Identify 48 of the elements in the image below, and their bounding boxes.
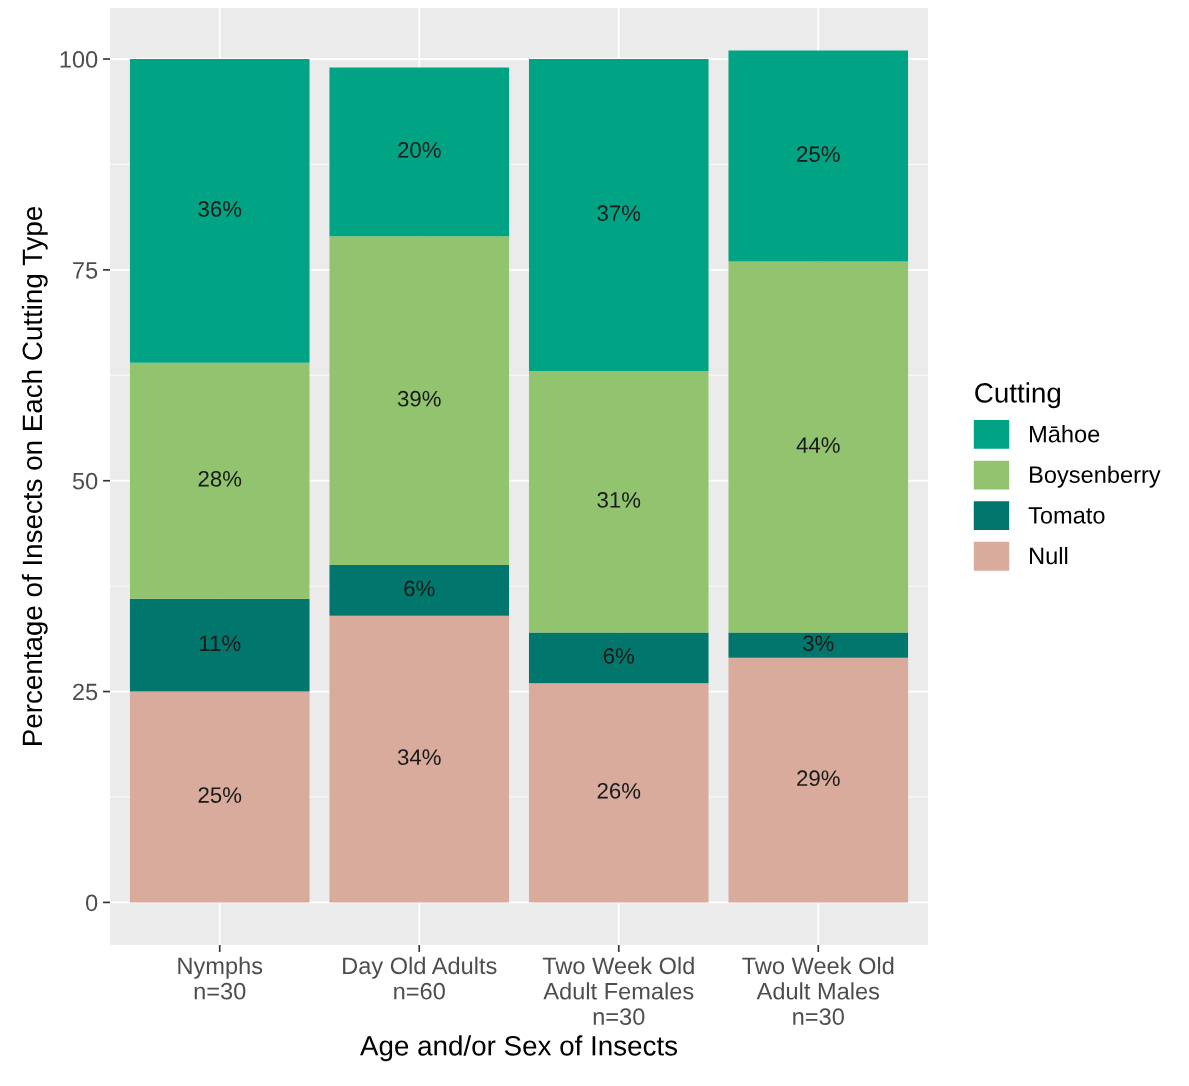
bar: [528, 59, 709, 372]
data-label: 11%: [200, 635, 241, 652]
legend-title: Cutting: [975, 382, 1061, 409]
y-tick-label: 0: [85, 894, 98, 912]
legend-label: Māhoe: [1030, 425, 1100, 443]
x-tick-label: Two Week Old Adult Females n=30: [542, 956, 694, 1026]
data-label: 6%: [603, 648, 635, 664]
data-label: 28%: [198, 470, 242, 487]
data-label: 6%: [404, 580, 435, 597]
data-label: 25%: [797, 146, 840, 162]
y-axis-title: Percentage of Insects on Each Cutting Type: [21, 206, 48, 745]
bar: [528, 371, 709, 633]
x-axis-title: Age and/or Sex of Insects: [360, 1035, 678, 1062]
bar: [329, 565, 510, 616]
data-label: 29%: [797, 770, 840, 787]
bar: [528, 683, 709, 903]
bar: [129, 598, 310, 692]
x-tick-label: Day Old Adults n=60: [343, 956, 497, 1000]
data-label: 39%: [397, 390, 441, 407]
bar: [728, 261, 909, 633]
data-label: 26%: [597, 783, 641, 799]
bar: [329, 236, 510, 566]
bar: [728, 657, 909, 903]
legend-label: Tomato: [1028, 507, 1105, 524]
y-tick-label: 50: [72, 472, 98, 490]
data-label: 36%: [198, 201, 242, 217]
data-label: 20%: [398, 142, 441, 158]
bar: [528, 632, 709, 684]
legend-label: Null: [1030, 546, 1068, 565]
bar: [129, 362, 310, 599]
bar: [728, 632, 909, 658]
x-tick-label: Two Week Old Adult Males n=30: [742, 956, 894, 1026]
data-label: 37%: [597, 205, 641, 222]
data-label: 34%: [397, 749, 441, 765]
y-tick-label: 25: [73, 683, 98, 701]
data-label: 44%: [796, 437, 840, 453]
bar: [728, 50, 909, 262]
data-label: 3%: [803, 635, 834, 652]
bar: [129, 59, 310, 363]
data-label: 25%: [198, 787, 242, 803]
bar: [329, 67, 510, 237]
x-tick-label: Nymphs n=30: [178, 956, 263, 1000]
y-tick-label: 100: [60, 51, 98, 68]
data-label: 31%: [597, 492, 641, 508]
bar: [329, 615, 510, 903]
legend-label: Boysenberry: [1030, 465, 1161, 488]
bar: [129, 691, 310, 903]
y-tick-label: 75: [73, 262, 98, 279]
